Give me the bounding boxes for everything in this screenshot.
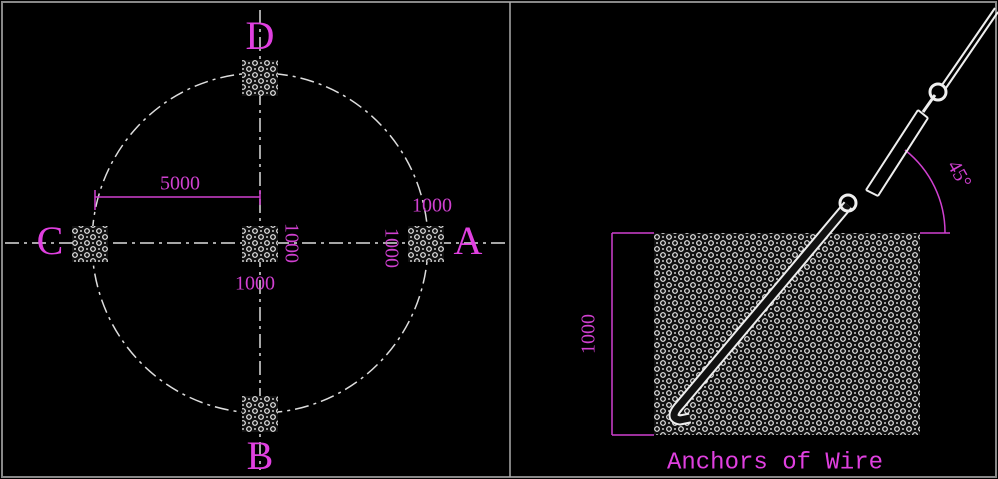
dimension-text: 1000 [578, 314, 600, 354]
anchor-block [72, 226, 108, 262]
caption: Anchors of Wire [667, 449, 883, 476]
hook [838, 193, 858, 213]
dimension-text: 1000 [235, 273, 275, 295]
point-label: B [247, 433, 274, 478]
dimension-line [611, 232, 950, 436]
anchor-rod [670, 202, 851, 424]
anchor-block [242, 396, 278, 432]
angle-arc [904, 149, 946, 234]
dimension-text: 1000 [380, 228, 402, 268]
eye [928, 82, 948, 102]
anchor-block [242, 226, 278, 262]
wire [941, 7, 998, 89]
dimension-text: 5000 [160, 173, 200, 195]
dimension-text: 1000 [412, 195, 452, 217]
point-label: A [454, 218, 483, 263]
turnbuckle [865, 109, 929, 197]
point-label: D [246, 13, 275, 58]
anchor-block [408, 226, 444, 262]
plan-view: D C A B 5000 1000 1000 1000 1000 [5, 10, 505, 478]
detail-view: 1000 45° Anchors of Wire [578, 7, 998, 476]
anchor-block [242, 60, 278, 96]
anchor-block [654, 233, 920, 435]
dimension-text: 1000 [280, 223, 302, 263]
dimension-line [94, 190, 261, 210]
point-label: C [37, 218, 64, 263]
